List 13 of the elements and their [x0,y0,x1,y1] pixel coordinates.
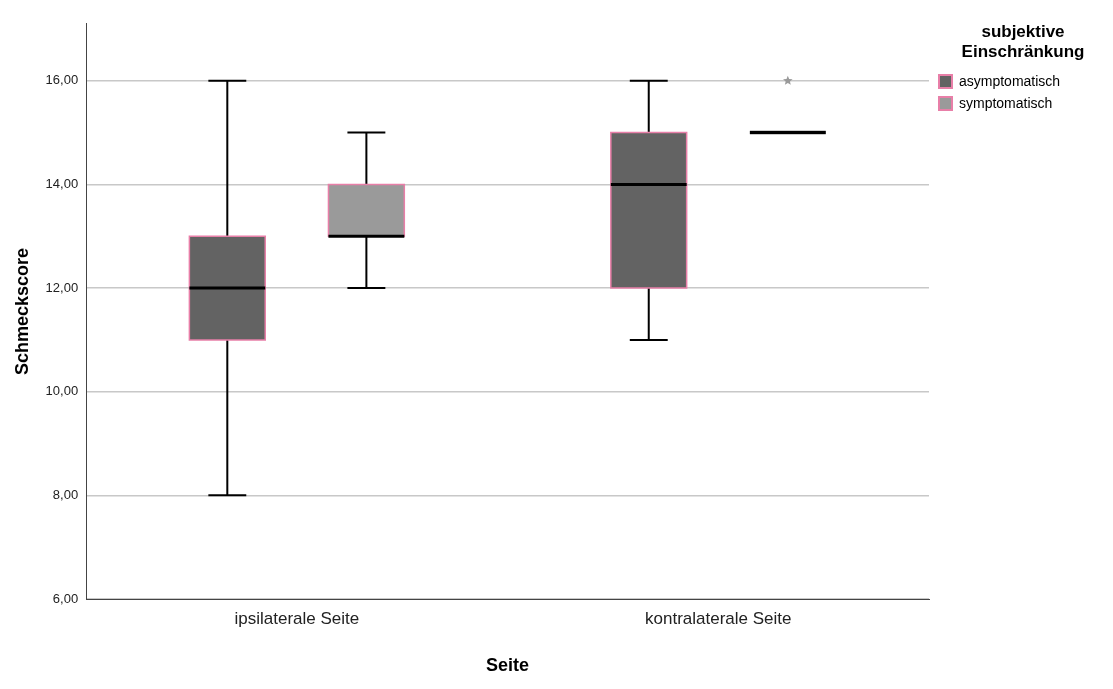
y-tick-label: 14,00 [45,176,79,192]
y-axis-title: Schmeckscore [11,247,32,375]
x-tick-label: ipsilaterale Seite [234,608,360,628]
y-tick-label: 8,00 [52,486,79,502]
legend-label: asymptomatisch [959,73,1061,89]
y-tick-label: 10,00 [45,383,79,399]
y-tick-label: 6,00 [52,590,79,606]
y-tick-label: 12,00 [45,279,79,295]
y-tick-label: 16,00 [45,72,79,88]
legend-label: symptomatisch [959,95,1053,111]
x-tick-label: kontralaterale Seite [645,608,792,628]
x-axis-title: Seite [486,655,530,676]
legend-title: subjektive Einschränkung [960,22,1086,62]
